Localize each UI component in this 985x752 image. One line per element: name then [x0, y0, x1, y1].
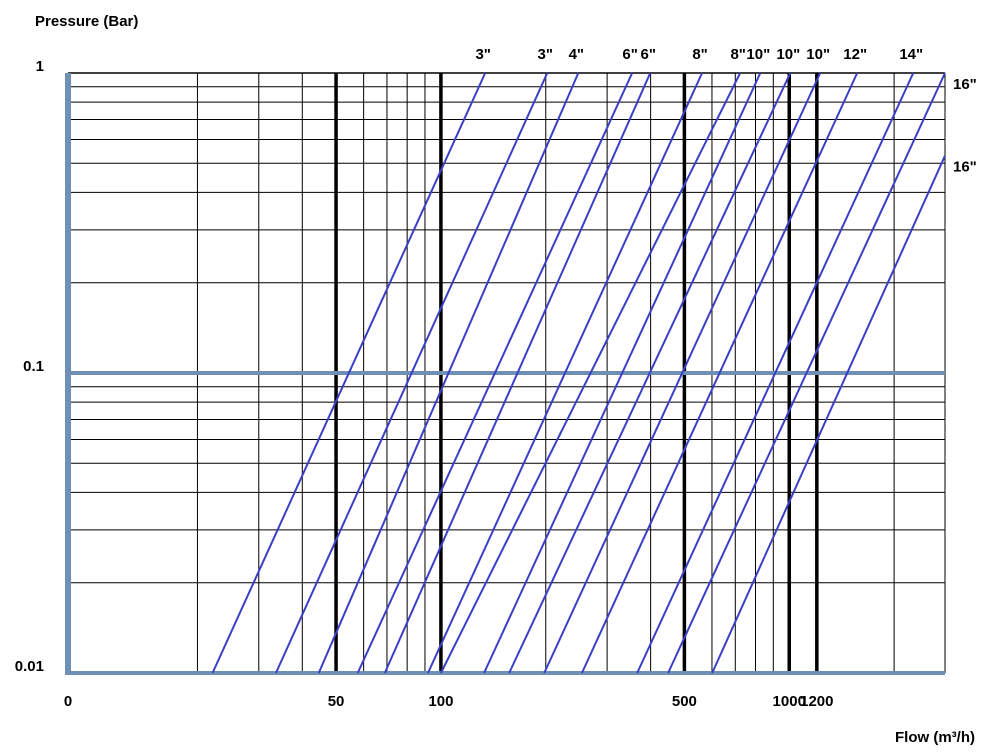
y-axis-title: Pressure (Bar): [35, 13, 138, 30]
y-tick-label: 0.1: [23, 358, 44, 375]
series-label: 10": [806, 46, 830, 63]
x-tick-label: 500: [672, 693, 697, 710]
pipe-line: [211, 72, 487, 674]
series-label: 8": [730, 46, 745, 63]
pipe-line: [667, 72, 946, 674]
pipe-line: [275, 72, 549, 674]
y-tick-label: 1: [36, 58, 44, 75]
pipe-line: [356, 72, 634, 674]
series-label: 10": [746, 46, 770, 63]
pipe-line: [508, 72, 792, 674]
pipe-line: [543, 72, 822, 674]
pipe-line: [383, 72, 652, 674]
x-origin-label: 0: [64, 693, 72, 710]
series-label: 12": [843, 46, 867, 63]
pipe-line: [483, 72, 762, 674]
series-label: 14": [899, 46, 923, 63]
x-tick-label: 100: [428, 693, 453, 710]
pipe-line: [440, 72, 742, 674]
x-axis-title: Flow (m³/h): [895, 729, 975, 746]
series-label: 16": [953, 159, 977, 176]
pipe-line: [636, 72, 915, 674]
x-tick-label: 1000: [773, 693, 806, 710]
series-label: 10": [776, 46, 800, 63]
pipe-line: [711, 155, 946, 674]
series-label: 4": [569, 46, 584, 63]
x-tick-label: 50: [328, 693, 345, 710]
series-label: 6": [622, 46, 637, 63]
x-tick-label: 1200: [800, 693, 833, 710]
pipe-line: [581, 72, 859, 674]
series-label: 16": [953, 76, 977, 93]
series-label: 3": [475, 46, 490, 63]
pipe-line: [427, 72, 703, 674]
pipe-line: [317, 72, 580, 674]
series-label: 8": [692, 46, 707, 63]
series-label: 3": [538, 46, 553, 63]
series-label: 6": [641, 46, 656, 63]
y-tick-label: 0.01: [15, 658, 44, 675]
